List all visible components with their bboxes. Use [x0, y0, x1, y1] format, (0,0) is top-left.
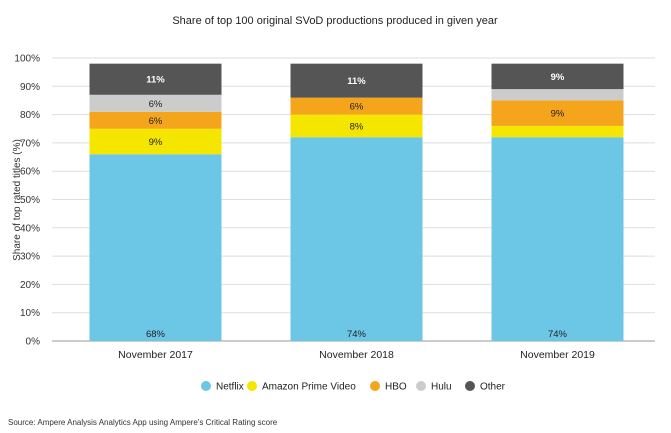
legend: Netflix Amazon Prime Video HBO Hulu Other — [201, 381, 506, 393]
data-label: 68% — [146, 329, 166, 340]
y-tick-label: 80% — [20, 110, 40, 121]
legend-swatch — [370, 381, 380, 391]
chart-title: Share of top 100 original SVoD productio… — [172, 15, 498, 27]
y-tick-label: 50% — [20, 195, 40, 206]
legend-label: Other — [480, 382, 506, 393]
y-axis-label: Share of top rated titles (%) — [12, 139, 23, 261]
y-axis-ticks: 0% 10% 20% 30% 40% 50% 60% 70% 80% 90% 100% — [14, 54, 40, 348]
bar-segment — [89, 94, 222, 112]
data-label: 8% — [350, 121, 364, 132]
y-tick-label: 60% — [20, 167, 40, 178]
legend-swatch — [201, 381, 211, 391]
y-tick-label: 40% — [20, 223, 40, 234]
data-label: 11% — [347, 76, 366, 87]
bar-segment — [89, 63, 222, 95]
data-label: 6% — [149, 99, 163, 110]
bar-segment — [491, 89, 624, 101]
data-label: 6% — [149, 116, 163, 127]
y-tick-label: 100% — [14, 54, 40, 65]
data-label: 9% — [551, 72, 565, 83]
data-label: 74% — [347, 329, 367, 340]
data-label: 9% — [149, 137, 163, 148]
bar-segment — [290, 63, 423, 98]
data-label: 11% — [146, 75, 165, 86]
bars: 68% 9% 6% 6% 11% 74% 8% 6% 11% 74% 9% 9% — [89, 63, 624, 341]
bar-segment — [491, 137, 624, 341]
legend-swatch — [247, 381, 257, 391]
legend-label: Amazon Prime Video — [262, 382, 356, 393]
legend-swatch — [465, 381, 475, 391]
legend-label: Netflix — [216, 382, 244, 393]
y-tick-label: 30% — [20, 252, 40, 263]
data-label: 9% — [551, 109, 565, 120]
category-label: November 2017 — [118, 349, 193, 361]
bar-segment — [491, 63, 624, 90]
bar-segment — [491, 125, 624, 138]
y-tick-label: 70% — [20, 138, 40, 149]
y-tick-label: 20% — [20, 280, 40, 291]
source-note: Source: Ampere Analysis Analytics App us… — [8, 418, 278, 427]
x-axis-categories: November 2017 November 2018 November 2019 — [118, 349, 595, 361]
bar-segment — [89, 111, 222, 129]
y-tick-label: 90% — [20, 82, 40, 93]
bar-segment — [89, 128, 222, 155]
legend-swatch — [416, 381, 426, 391]
category-label: November 2018 — [319, 349, 394, 361]
category-label: November 2019 — [520, 349, 595, 361]
y-tick-label: 0% — [26, 337, 41, 348]
bar-segment — [491, 100, 624, 126]
data-label: 74% — [548, 329, 568, 340]
bar-segment — [290, 97, 423, 115]
legend-label: HBO — [385, 382, 407, 393]
bar-segment — [290, 137, 423, 341]
bar-segment — [290, 114, 423, 138]
y-tick-label: 10% — [20, 308, 40, 319]
bar-segment — [89, 154, 222, 341]
legend-label: Hulu — [431, 382, 452, 393]
data-label: 6% — [350, 102, 364, 113]
